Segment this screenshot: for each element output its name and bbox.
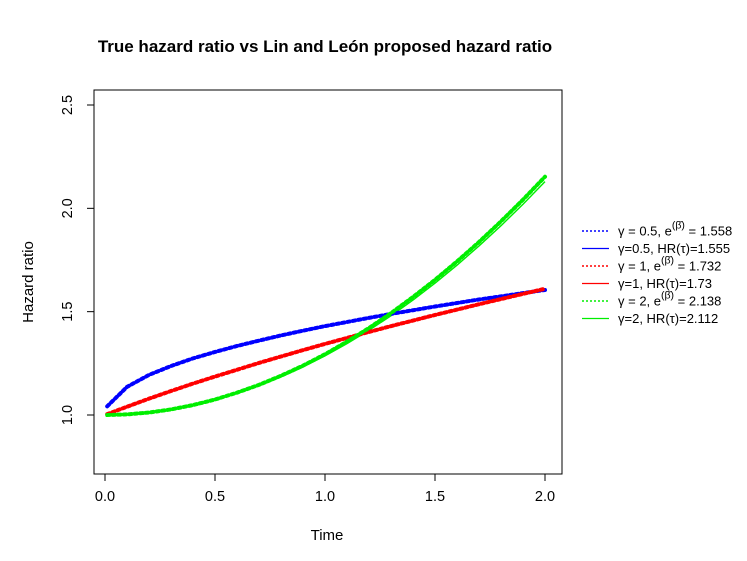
series-line-0 — [105, 287, 547, 409]
y-tick-label: 1.0 — [60, 405, 76, 425]
x-axis: 0.0 0.5 1.0 1.5 2.0 — [95, 473, 555, 505]
y-tick-label: 2.0 — [60, 198, 76, 218]
x-tick-label: 1.5 — [425, 489, 445, 505]
legend-item: γ = 1, e(β̄) = 1.732 — [582, 255, 721, 274]
x-tick-label: 1.0 — [315, 489, 335, 505]
legend: γ = 0.5, e(β̄) = 1.558 γ=0.5, HR(τ)=1.555… — [582, 220, 732, 326]
x-tick-label: 0.5 — [205, 489, 225, 505]
legend-label: γ = 2, e(β̄) = 2.138 — [618, 290, 721, 309]
legend-item: γ = 0.5, e(β̄) = 1.558 — [582, 220, 732, 239]
plot-frame — [93, 89, 563, 475]
y-axis-label: Hazard ratio — [20, 241, 37, 323]
series-line-4 — [105, 174, 547, 417]
legend-item: γ=1, HR(τ)=1.73 — [582, 276, 712, 291]
x-axis-label: Time — [311, 527, 344, 544]
legend-item: γ = 2, e(β̄) = 2.138 — [582, 290, 721, 309]
y-axis: 1.0 1.5 2.0 2.5 — [60, 95, 95, 425]
chart-title: True hazard ratio vs Lin and León propos… — [98, 37, 552, 56]
x-tick-label: 2.0 — [535, 489, 555, 505]
y-tick-label: 1.5 — [60, 302, 76, 322]
legend-label: γ=0.5, HR(τ)=1.555 — [618, 241, 730, 256]
series-layer — [105, 174, 547, 417]
series-line-2 — [105, 286, 547, 417]
legend-label: γ = 0.5, e(β̄) = 1.558 — [618, 220, 732, 239]
legend-item: γ=2, HR(τ)=2.112 — [582, 311, 718, 326]
legend-label: γ=2, HR(τ)=2.112 — [618, 311, 718, 326]
legend-label: γ = 1, e(β̄) = 1.732 — [618, 255, 721, 274]
x-tick-label: 0.0 — [95, 489, 115, 505]
y-tick-label: 2.5 — [60, 95, 76, 115]
legend-item: γ=0.5, HR(τ)=1.555 — [582, 241, 730, 256]
legend-label: γ=1, HR(τ)=1.73 — [618, 276, 712, 291]
